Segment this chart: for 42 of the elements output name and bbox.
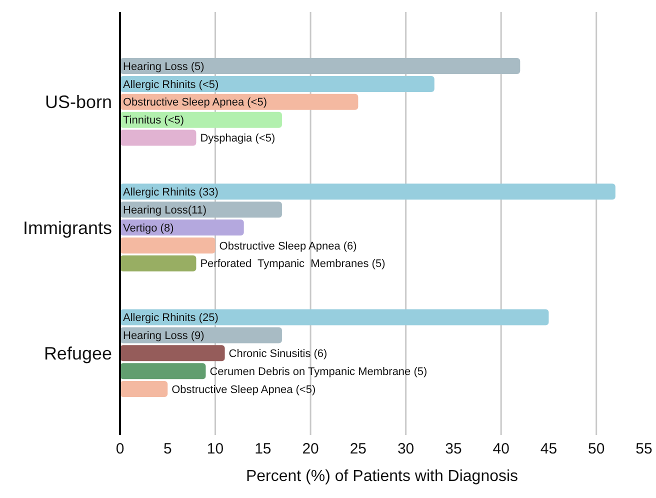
- y-tick-label: Dysphagia (<5): [200, 132, 276, 145]
- bar: [120, 76, 434, 92]
- bar: [120, 58, 520, 74]
- bar: [120, 381, 168, 398]
- text: Refugee: [44, 343, 112, 364]
- y-tick-label: Hearing Loss (5): [123, 60, 204, 73]
- y-tick-label: Allergic Rhinits (25): [123, 312, 218, 324]
- y-tick-label: Perforated Tympanic Membranes (5): [200, 258, 386, 270]
- y-tick-label: Chronic Sinusitis (6): [228, 348, 328, 360]
- y-tick-label: Obstructive Sleep Apnea (<5): [123, 96, 267, 109]
- x-tick-label: 45: [540, 440, 558, 458]
- text: US-born: [44, 92, 112, 112]
- bar: [120, 309, 549, 326]
- bar: [120, 255, 196, 272]
- x-tick-label: 55: [636, 440, 652, 458]
- bar: [120, 345, 225, 362]
- x-tick-label: 50: [588, 440, 605, 458]
- x-tick-label: 35: [445, 440, 462, 458]
- y-tick-label: Obstructive Sleep Apnea (<5): [172, 384, 316, 396]
- bar: [120, 112, 282, 128]
- bar: [120, 237, 216, 254]
- y-tick-label: Hearing Loss (9): [123, 330, 204, 342]
- y-tick-label: Tinnitus (<5): [123, 114, 184, 127]
- x-axis-title: Percent (%) of Patients with Diagnosis: [246, 468, 518, 485]
- x-tick-label: 15: [254, 440, 272, 458]
- y-tick-label: Vertigo (8): [123, 222, 174, 234]
- y-tick-label: Obstructive Sleep Apnea (6): [219, 240, 357, 252]
- y-tick-label: Allergic Rhinits (33): [123, 186, 218, 198]
- x-tick-label: 5: [163, 440, 172, 458]
- x-tick-label: 40: [492, 440, 510, 458]
- x-tick-label: 10: [206, 440, 224, 458]
- bar: [120, 184, 616, 200]
- x-tick-label: 30: [397, 440, 414, 458]
- y-tick-label: Cerumen Debris on Tympanic Membrane (5): [210, 366, 428, 378]
- bar: [120, 363, 206, 380]
- x-tick-label: 0: [116, 440, 124, 458]
- x-tick-label: 25: [350, 440, 367, 458]
- x-tick-label: 20: [302, 440, 319, 458]
- bar: [120, 130, 196, 146]
- y-tick-label: Hearing Loss(11): [123, 204, 207, 216]
- y-tick-label: Allergic Rhinits (<5): [123, 78, 219, 91]
- text: Immigrants: [22, 218, 112, 238]
